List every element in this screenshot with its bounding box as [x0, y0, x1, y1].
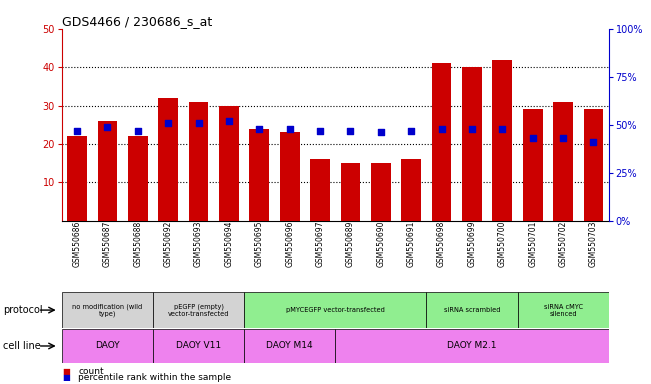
Point — [527, 135, 538, 141]
Text: GSM550696: GSM550696 — [285, 221, 294, 267]
Bar — [249, 129, 270, 221]
Point — [224, 118, 234, 124]
Text: DAOY: DAOY — [95, 341, 120, 351]
Text: siRNA scrambled: siRNA scrambled — [444, 307, 500, 313]
Bar — [311, 159, 330, 221]
Point — [497, 126, 508, 132]
Text: GSM550703: GSM550703 — [589, 221, 598, 267]
Text: percentile rank within the sample: percentile rank within the sample — [78, 373, 231, 382]
Bar — [244, 329, 335, 363]
Bar — [62, 292, 153, 328]
Bar — [62, 329, 153, 363]
Bar — [128, 136, 148, 221]
Text: GSM550702: GSM550702 — [559, 221, 568, 267]
Bar — [67, 136, 87, 221]
Bar — [153, 329, 244, 363]
Text: DAOY M14: DAOY M14 — [266, 341, 313, 351]
Bar — [98, 121, 117, 221]
Text: cell line: cell line — [3, 341, 41, 351]
Bar — [244, 292, 426, 328]
Bar — [432, 63, 452, 221]
Text: GSM550691: GSM550691 — [407, 221, 416, 267]
Bar — [492, 60, 512, 221]
Text: GSM550695: GSM550695 — [255, 221, 264, 267]
Text: ■: ■ — [62, 373, 70, 382]
Text: GSM550698: GSM550698 — [437, 221, 446, 267]
Point — [133, 127, 143, 134]
Text: siRNA cMYC
silenced: siRNA cMYC silenced — [544, 304, 583, 316]
Bar — [401, 159, 421, 221]
Text: GSM550697: GSM550697 — [316, 221, 325, 267]
Bar — [523, 109, 542, 221]
Bar — [280, 132, 299, 221]
Point — [315, 127, 326, 134]
Bar — [189, 102, 208, 221]
Bar — [553, 102, 573, 221]
Point — [193, 120, 204, 126]
Text: GSM550693: GSM550693 — [194, 221, 203, 267]
Bar — [462, 67, 482, 221]
Bar — [426, 292, 518, 328]
Point — [72, 127, 82, 134]
Text: ■: ■ — [62, 367, 70, 376]
Point — [163, 120, 173, 126]
Point — [436, 126, 447, 132]
Text: GSM550700: GSM550700 — [498, 221, 507, 267]
Bar — [340, 163, 361, 221]
Text: GDS4466 / 230686_s_at: GDS4466 / 230686_s_at — [62, 15, 212, 28]
Bar — [153, 292, 244, 328]
Text: GSM550688: GSM550688 — [133, 221, 143, 267]
Text: count: count — [78, 367, 104, 376]
Text: GSM550690: GSM550690 — [376, 221, 385, 267]
Bar — [518, 292, 609, 328]
Bar — [371, 163, 391, 221]
Text: pMYCEGFP vector-transfected: pMYCEGFP vector-transfected — [286, 307, 385, 313]
Text: protocol: protocol — [3, 305, 43, 315]
Text: GSM550687: GSM550687 — [103, 221, 112, 267]
Bar — [219, 106, 239, 221]
Point — [376, 129, 386, 136]
Text: DAOY M2.1: DAOY M2.1 — [447, 341, 497, 351]
Text: DAOY V11: DAOY V11 — [176, 341, 221, 351]
Text: GSM550686: GSM550686 — [72, 221, 81, 267]
Text: GSM550694: GSM550694 — [225, 221, 234, 267]
Point — [284, 126, 295, 132]
Point — [589, 139, 599, 145]
Text: GSM550699: GSM550699 — [467, 221, 477, 267]
Text: no modification (wild
type): no modification (wild type) — [72, 303, 143, 317]
Point — [345, 127, 355, 134]
Text: GSM550689: GSM550689 — [346, 221, 355, 267]
Text: pEGFP (empty)
vector-transfected: pEGFP (empty) vector-transfected — [168, 303, 229, 317]
Text: GSM550701: GSM550701 — [528, 221, 537, 267]
Bar — [335, 329, 609, 363]
Text: GSM550692: GSM550692 — [163, 221, 173, 267]
Point — [467, 126, 477, 132]
Point — [558, 135, 568, 141]
Bar — [158, 98, 178, 221]
Point — [406, 127, 417, 134]
Point — [254, 126, 264, 132]
Point — [102, 124, 113, 130]
Bar — [583, 109, 603, 221]
